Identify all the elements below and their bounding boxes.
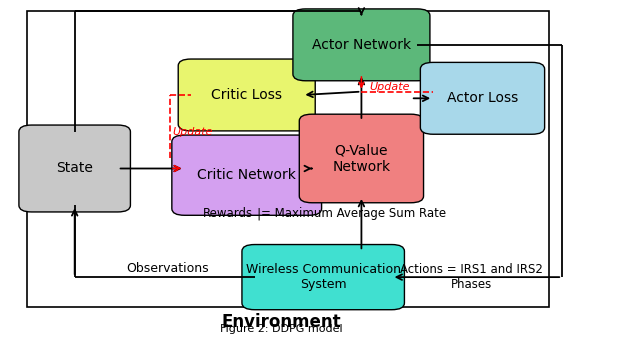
FancyBboxPatch shape [172, 135, 321, 215]
Text: Update: Update [172, 127, 212, 137]
FancyBboxPatch shape [19, 125, 131, 212]
FancyBboxPatch shape [300, 114, 424, 203]
Text: Update: Update [370, 82, 410, 92]
Text: = Maximum Average Sum Rate: = Maximum Average Sum Rate [261, 207, 447, 220]
FancyBboxPatch shape [420, 62, 545, 134]
Text: Actor Network: Actor Network [312, 38, 411, 52]
Text: Environment: Environment [222, 313, 342, 331]
Text: Actor Loss: Actor Loss [447, 91, 518, 105]
Text: Observations: Observations [125, 262, 209, 275]
Bar [27, 11, 549, 307]
Text: |: | [256, 207, 260, 220]
Text: Actions = IRS1 and IRS2
Phases: Actions = IRS1 and IRS2 Phases [399, 263, 543, 291]
Text: Rewards: Rewards [203, 207, 253, 220]
Text: Figure 2: DDPG model: Figure 2: DDPG model [220, 324, 343, 334]
Text: Wireless Communication
System: Wireless Communication System [246, 263, 401, 291]
FancyBboxPatch shape [178, 59, 316, 131]
FancyBboxPatch shape [293, 9, 430, 81]
Text: Critic Network: Critic Network [197, 168, 296, 182]
FancyBboxPatch shape [242, 245, 404, 310]
Text: Q-Value
Network: Q-Value Network [332, 143, 390, 174]
Text: Critic Loss: Critic Loss [211, 88, 282, 102]
Text: State: State [56, 161, 93, 176]
